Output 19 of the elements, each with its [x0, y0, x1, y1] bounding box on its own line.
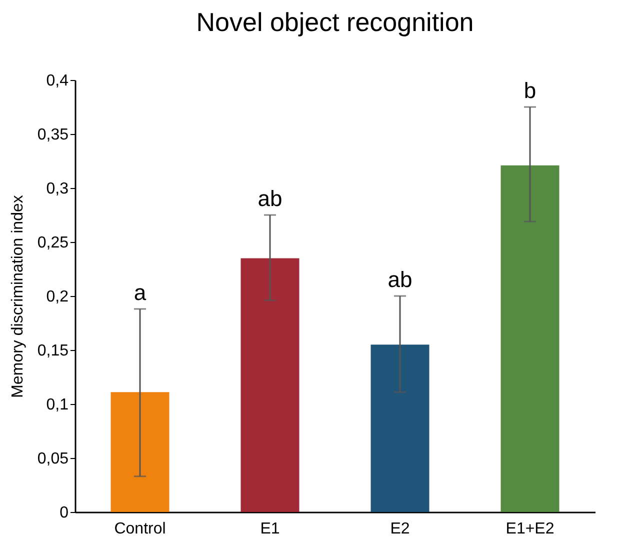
y-tick-label: 0,4	[46, 72, 69, 90]
x-tick-label: E1+E2	[506, 520, 554, 538]
annotation: b	[524, 78, 536, 103]
annotation: ab	[388, 267, 412, 292]
y-tick-label: 0	[60, 504, 69, 522]
x-tick-label: E2	[390, 520, 410, 538]
y-tick-label: 0,2	[46, 288, 69, 306]
y-axis-title: Memory discrimination index	[9, 195, 26, 398]
annotation: a	[134, 280, 147, 305]
x-tick-label: E1	[260, 520, 280, 538]
x-tick-label: Control	[114, 520, 166, 538]
chart-title: Novel object recognition	[196, 7, 474, 37]
y-tick-label: 0,15	[37, 342, 69, 360]
y-tick-label: 0,25	[37, 234, 69, 252]
y-tick-label: 0,05	[37, 450, 69, 468]
annotation: ab	[258, 186, 282, 211]
y-tick-label: 0,3	[46, 180, 69, 198]
y-tick-label: 0,35	[37, 126, 69, 144]
y-tick-label: 0,1	[46, 396, 69, 414]
